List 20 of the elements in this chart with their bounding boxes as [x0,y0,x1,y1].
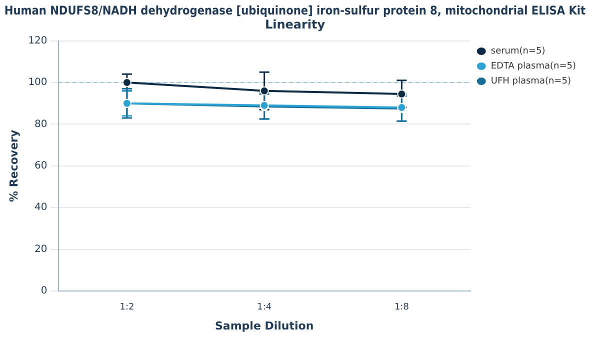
x-tick-label: 1:4 [257,302,272,313]
x-tick-label: 1:8 [394,302,410,313]
legend-label: serum(n=5) [490,46,546,57]
legend-label: EDTA plasma(n=5) [490,62,576,72]
point [397,89,406,98]
y-axis-title: % Recovery [7,130,20,202]
point [260,86,269,96]
chart-subtitle: Linearity [264,18,326,32]
y-tick-label: 0 [40,286,48,297]
chart-title: Human NDUFS8/NADH dehydrogenase [ubiquinone] iron-sulfur protein 8, mitochondrial ELISA Kit [4,4,586,18]
x-axis-title: Sample Dilution [214,319,314,332]
y-tick-label: 80 [34,118,48,130]
point [122,78,132,87]
x-tick-label: 1:2 [120,302,134,313]
y-tick-label: 40 [34,202,48,214]
y-tick-label: 120 [28,35,48,46]
y-tick-label: 100 [28,77,48,88]
legend-label: UFH plasma(n=5) [490,76,571,87]
y-tick-label: 60 [34,160,48,172]
y-tick-label: 20 [34,244,48,255]
